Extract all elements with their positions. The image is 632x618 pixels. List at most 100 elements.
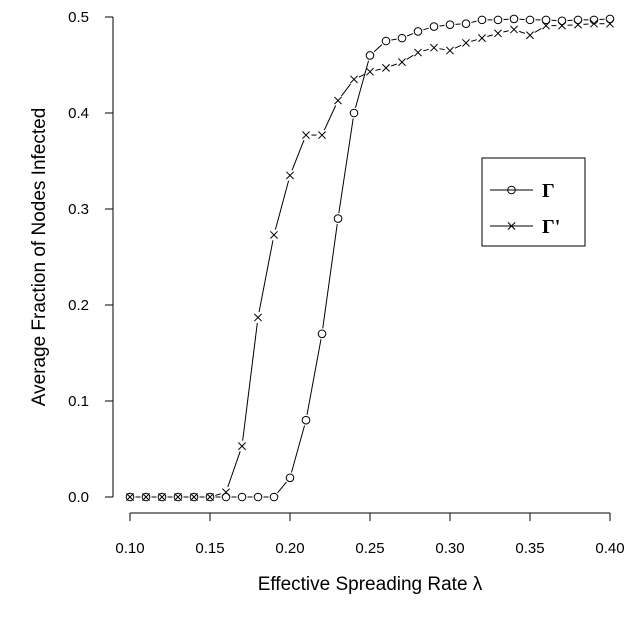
data-point-circle (157, 492, 167, 502)
data-point-cross (510, 25, 518, 34)
series-line-segment (423, 48, 429, 52)
legend-marker-cross (507, 222, 516, 230)
data-point-cross (446, 46, 454, 55)
series-line-segment (487, 34, 493, 38)
y-tick-label: 0.3 (68, 201, 89, 218)
data-point-circle (349, 108, 359, 118)
series-line-segment (406, 54, 414, 60)
y-tick-label: 0.4 (68, 105, 89, 122)
series-line-segment (471, 39, 477, 42)
y-tick-label: 0.2 (68, 297, 89, 314)
data-point-circle (189, 492, 199, 502)
data-point-cross (414, 48, 422, 57)
data-point-cross (158, 493, 166, 501)
x-tick-label: 0.10 (115, 540, 144, 557)
data-point-circle (573, 15, 583, 25)
series-line-segment (391, 63, 397, 67)
series-layer (125, 14, 615, 502)
series-line-segment (291, 140, 305, 171)
data-point-circle (365, 51, 375, 60)
data-point-cross (190, 493, 198, 501)
data-point-circle (381, 36, 391, 46)
series-line-segment (258, 240, 274, 313)
legend-label: Γ' (542, 216, 560, 238)
data-point-circle (509, 14, 519, 24)
data-point-cross (526, 31, 534, 40)
x-ticks: 0.10 0.15 0.20 0.25 0.30 0.35 0.40 (115, 513, 625, 557)
data-point-circle (525, 15, 535, 25)
series-line-segment (373, 44, 383, 53)
data-point-cross (222, 488, 230, 497)
series-line-segment (323, 105, 337, 131)
legend: Γ Γ' (481, 157, 586, 247)
data-point-cross (430, 43, 438, 52)
series-line-segment (306, 339, 322, 415)
data-point-cross (398, 58, 406, 67)
data-point-circle (557, 16, 567, 26)
data-point-cross (366, 67, 374, 76)
data-point-circle (253, 492, 263, 502)
x-tick-label: 0.20 (275, 540, 304, 557)
data-point-circle (141, 492, 151, 502)
x-tick-label: 0.35 (515, 540, 544, 557)
series-line-segment (519, 30, 525, 34)
y-tick-label: 0.5 (68, 9, 89, 26)
data-point-cross (382, 63, 390, 72)
data-point-circle (205, 492, 215, 502)
data-point-circle (445, 20, 455, 29)
series-line-segment (338, 118, 354, 214)
data-point-circle (221, 492, 231, 502)
data-point-circle (397, 33, 407, 43)
x-tick-label: 0.15 (195, 540, 224, 557)
data-point-cross (174, 493, 182, 501)
data-point-circle (317, 329, 327, 339)
data-point-cross (254, 313, 262, 322)
data-point-circle (477, 15, 487, 25)
data-point-circle (589, 15, 599, 25)
series-line-segment (290, 425, 306, 473)
data-point-circle (125, 492, 135, 502)
data-point-circle (285, 473, 295, 483)
series-line-segment (354, 60, 370, 108)
series-line-segment (215, 493, 221, 496)
series-line-segment (471, 20, 477, 23)
legend-box (481, 157, 586, 247)
series-line-segment (534, 28, 542, 33)
series-line-segment (227, 451, 241, 488)
series-line-segment (340, 83, 352, 97)
data-point-circle (301, 415, 311, 425)
series-line-segment (242, 322, 258, 441)
data-point-cross (558, 21, 566, 30)
series-line-segment (358, 73, 366, 78)
data-point-circle (413, 27, 423, 36)
y-ticks: 0.0 0.1 0.2 0.3 0.4 0.5 (68, 9, 113, 506)
data-point-cross (270, 230, 278, 239)
data-point-circle (333, 214, 343, 223)
series-line-segment (503, 30, 509, 33)
data-point-cross (590, 19, 598, 28)
series-line-segment (322, 223, 338, 329)
series-line-segment (423, 27, 429, 31)
legend-marker-circle (507, 185, 516, 195)
data-point-circle (541, 15, 551, 25)
data-point-cross (542, 21, 550, 30)
data-point-cross (238, 442, 246, 451)
y-axis-title: Average Fraction of Nodes Infected (29, 108, 50, 407)
data-point-cross (478, 34, 486, 43)
data-point-cross (126, 493, 134, 501)
legend-label: Γ (542, 180, 555, 202)
data-point-circle (605, 14, 615, 24)
data-point-cross (334, 96, 342, 105)
data-point-cross (142, 493, 150, 501)
data-point-circle (237, 492, 247, 502)
data-point-cross (350, 75, 358, 84)
series-line-segment (439, 24, 445, 27)
series-line-segment (391, 38, 397, 41)
data-point-cross (302, 131, 310, 140)
series-line-segment (277, 481, 287, 494)
x-tick-label: 0.30 (435, 540, 464, 557)
data-point-circle (493, 15, 503, 25)
data-point-cross (286, 171, 294, 180)
x-tick-label: 0.40 (595, 540, 624, 557)
